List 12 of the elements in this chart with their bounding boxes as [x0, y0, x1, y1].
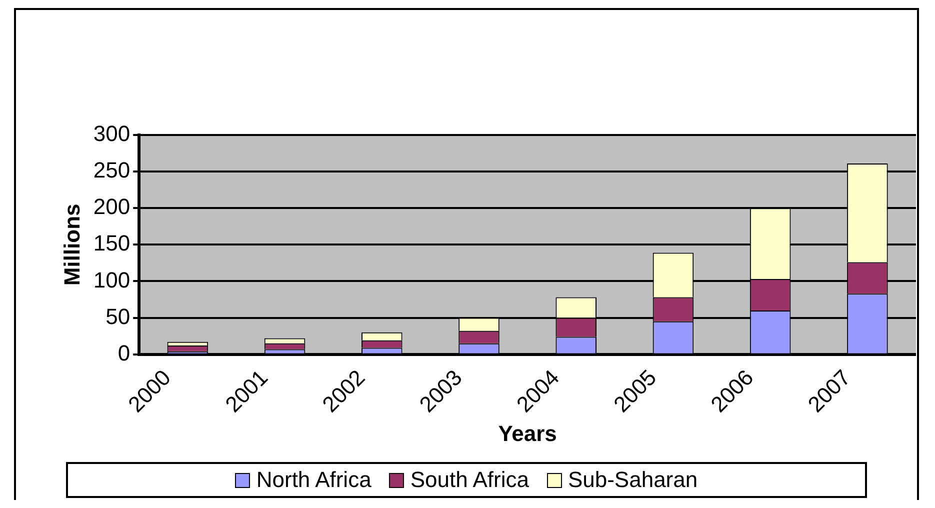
legend-label: South Africa: [410, 467, 529, 493]
x-axis-title: Years: [498, 420, 557, 446]
y-tick-label: 300: [93, 121, 130, 146]
y-tick-label: 200: [93, 194, 130, 220]
legend-label: Sub-Saharan: [568, 467, 698, 493]
y-tick-label: 100: [93, 267, 130, 292]
y-tick-label: 50: [106, 304, 130, 329]
legend-label: North Africa: [256, 467, 372, 493]
y-tick-label: 150: [93, 230, 130, 256]
y-tick-label: 0: [118, 340, 130, 366]
y-tick-label: 250: [93, 158, 130, 183]
y-axis-title: Millions: [59, 204, 84, 286]
